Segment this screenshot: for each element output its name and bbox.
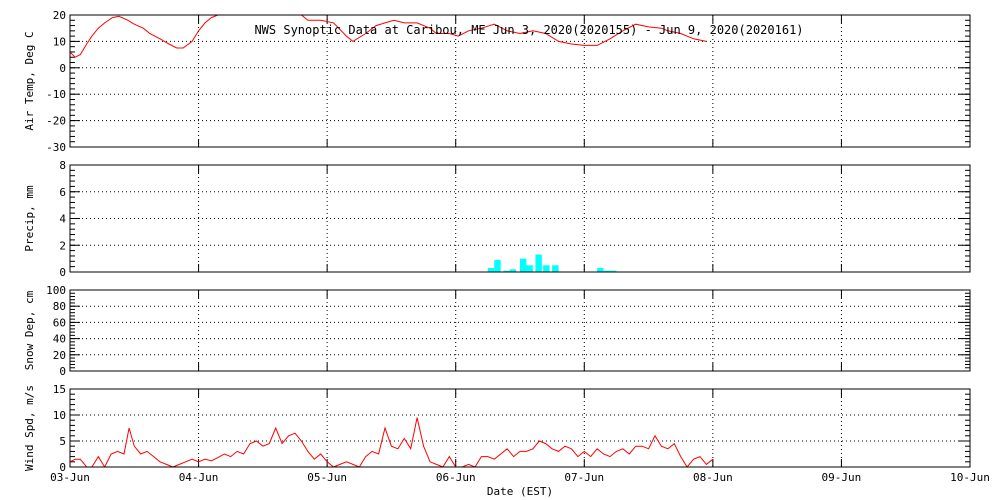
y-tick-label: 10 bbox=[53, 35, 66, 48]
y-tick-label: 15 bbox=[53, 383, 66, 396]
y-tick-label: 80 bbox=[53, 300, 66, 313]
y-tick-label: 20 bbox=[53, 349, 66, 362]
precip-bar bbox=[610, 270, 617, 272]
y-tick-label: 6 bbox=[59, 186, 66, 199]
precip-bar bbox=[503, 270, 510, 272]
panel-precip: 0 2 4 6 8 Precip, mm bbox=[23, 159, 971, 279]
x-tick-label: 07-Jun bbox=[564, 471, 604, 484]
y-tick-label: 5 bbox=[59, 435, 66, 448]
precip-bar bbox=[526, 265, 533, 272]
y-tick-label: 8 bbox=[59, 159, 66, 172]
y-axis-label: Precip, mm bbox=[23, 185, 36, 252]
precip-bar bbox=[552, 265, 559, 272]
y-tick-label: 0 bbox=[59, 62, 66, 75]
precip-bar bbox=[597, 267, 604, 272]
y-tick-label: 40 bbox=[53, 333, 66, 346]
precip-bar bbox=[509, 269, 517, 272]
y-tick-label: 4 bbox=[59, 213, 66, 226]
panel-air-temp: -30 -20 -10 0 10 20 Air Temp, Deg C bbox=[23, 9, 971, 154]
y-axis-label: Air Temp, Deg C bbox=[23, 31, 36, 130]
x-tick-label: 05-Jun bbox=[307, 471, 347, 484]
x-tick-label: 08-Jun bbox=[693, 471, 733, 484]
precip-bar bbox=[543, 265, 550, 272]
x-tick-label: 10-Jun bbox=[950, 471, 990, 484]
air-temp-line bbox=[70, 15, 707, 58]
plot-frame bbox=[69, 164, 971, 273]
y-tick-label: -30 bbox=[46, 141, 66, 154]
panels: -30 -20 -10 0 10 20 Air Temp, Deg C 0 2 4 6 8 Precip… bbox=[23, 9, 990, 498]
x-tick-label: 09-Jun bbox=[822, 471, 862, 484]
x-tick-label: 04-Jun bbox=[179, 471, 219, 484]
precip-bar bbox=[520, 258, 527, 272]
y-tick-label: 2 bbox=[59, 239, 66, 252]
x-tick-label: 03-Jun bbox=[50, 471, 90, 484]
y-tick-label: 0 bbox=[59, 461, 66, 474]
panel-snow-depth: 0 20 40 60 80 100 Snow Dep, cm bbox=[23, 284, 971, 378]
plot-frame bbox=[69, 14, 971, 148]
y-tick-label: -20 bbox=[46, 115, 66, 128]
precip-bar bbox=[535, 254, 542, 272]
y-tick-label: 100 bbox=[46, 284, 66, 297]
y-tick-label: 0 bbox=[59, 266, 66, 279]
wind-speed-line bbox=[70, 417, 714, 467]
panel-wind-speed: 0 5 10 15 Wind Spd, m/s 03-Jun 04-Jun 05-Jun 06-… bbox=[23, 383, 990, 498]
x-tick-label: 06-Jun bbox=[436, 471, 476, 484]
precip-bar bbox=[603, 270, 610, 272]
precip-bar bbox=[487, 267, 495, 272]
y-tick-label: 20 bbox=[53, 9, 66, 22]
plot-frame bbox=[69, 289, 971, 372]
y-axis-label: Snow Dep, cm bbox=[23, 290, 36, 370]
plot-frame bbox=[69, 388, 971, 468]
y-tick-label: -10 bbox=[46, 88, 66, 101]
y-tick-label: 10 bbox=[53, 409, 66, 422]
chart-title: NWS Synoptic Data at Caribou, ME Jun 3, … bbox=[254, 23, 803, 37]
y-axis-label: Wind Spd, m/s bbox=[23, 385, 36, 471]
y-tick-label: 60 bbox=[53, 316, 66, 329]
x-axis-label: Date (EST) bbox=[487, 485, 553, 498]
y-tick-label: 0 bbox=[59, 365, 66, 378]
precip-bar bbox=[494, 259, 501, 272]
